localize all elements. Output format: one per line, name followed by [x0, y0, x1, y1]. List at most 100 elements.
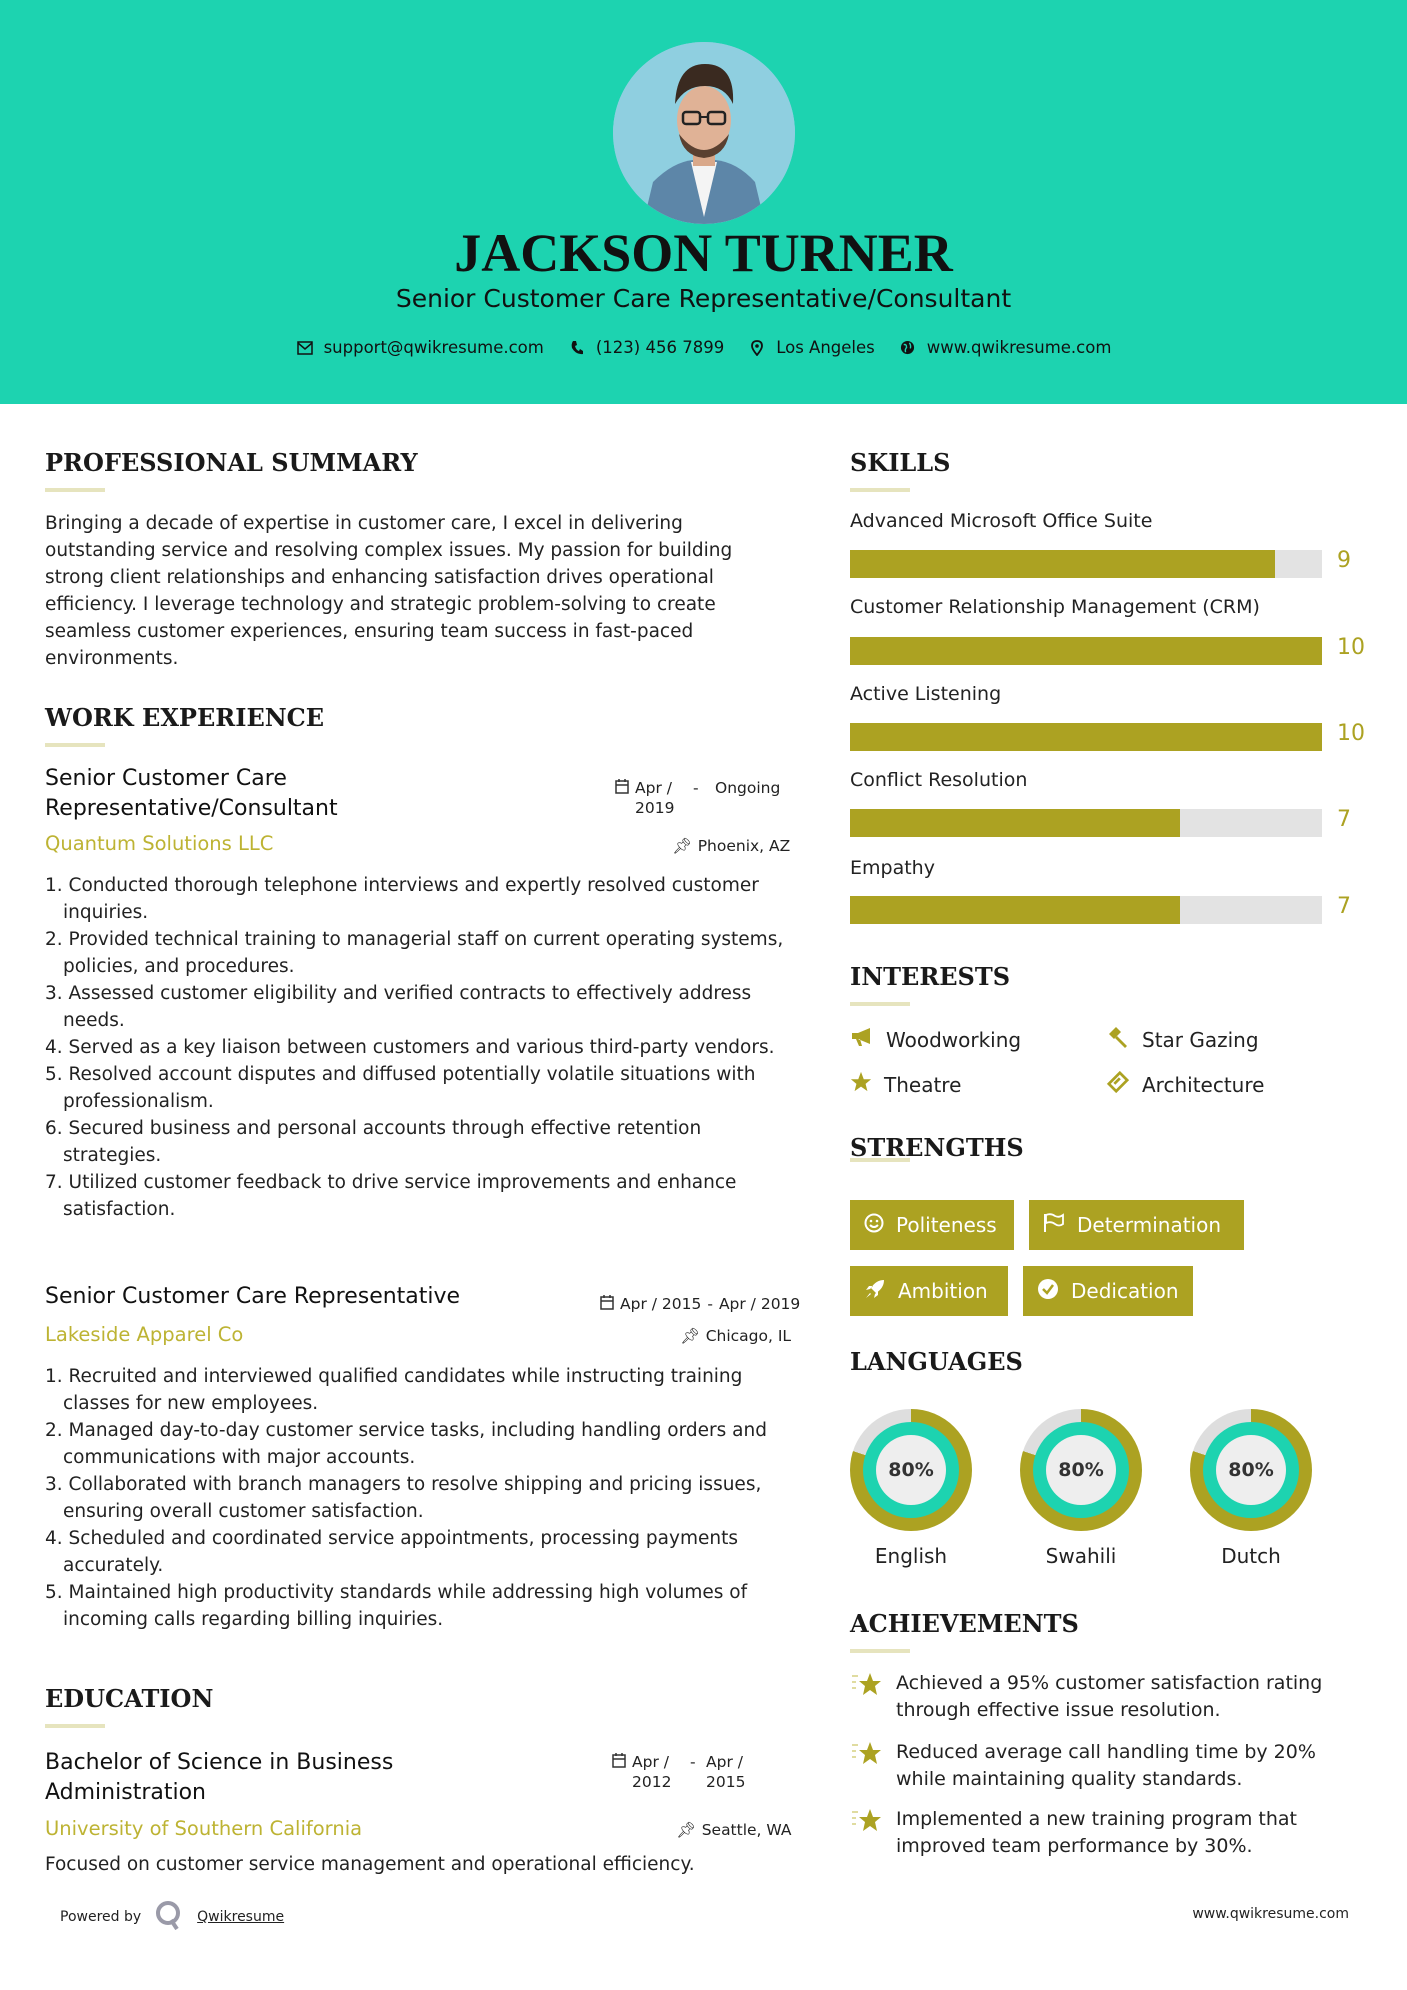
phone-icon — [568, 339, 586, 357]
strength-label: Ambition — [898, 1279, 988, 1303]
star-badge-icon — [850, 1739, 884, 1793]
skill-rating: 7 — [1337, 807, 1351, 832]
skill-bar-fill — [850, 896, 1181, 924]
skill-bar-fill — [850, 637, 1322, 665]
job-location: 📌︎ Chicago, IL — [680, 1326, 791, 1346]
ticket-icon — [1106, 1070, 1130, 1098]
pushpin-icon: 📌︎ — [672, 837, 692, 855]
skill-bar-fill — [850, 809, 1181, 837]
duty-item: 1. Conducted thorough telephone intervie… — [45, 875, 759, 923]
skill-label: Advanced Microsoft Office Suite — [850, 510, 1153, 532]
language-donut: 80% — [1020, 1409, 1142, 1531]
skill-label: Conflict Resolution — [850, 769, 1028, 791]
interest-label: Architecture — [1142, 1072, 1265, 1097]
skill-bar — [850, 550, 1322, 578]
interest-label: Theatre — [884, 1072, 962, 1097]
strength-label: Politeness — [896, 1213, 997, 1237]
calendar-icon — [600, 1294, 614, 1315]
summary-text: Bringing a decade of expertise in custom… — [45, 513, 733, 669]
candidate-name: JACKSON TURNER — [454, 223, 953, 283]
skill-rating: 9 — [1337, 548, 1351, 573]
education-location-text: Seattle, WA — [701, 1821, 792, 1839]
achievement-item: Reduced average call handling time by 20… — [850, 1739, 1370, 1793]
contact-email[interactable]: support@qwikresume.com — [323, 338, 544, 357]
job-dates: Apr / 2015- Apr / 2019 — [600, 1294, 800, 1315]
candidate-title: Senior Customer Care Representative/Cons… — [395, 284, 1012, 313]
interest-item: Woodworking — [850, 1026, 1021, 1053]
star-badge-icon — [850, 1670, 884, 1724]
achievement-text: Achieved a 95% customer satisfaction rat… — [896, 1672, 1323, 1721]
duty-item: 4. Served as a key liaison between custo… — [45, 1037, 775, 1058]
interest-item: Star Gazing — [1106, 1026, 1259, 1053]
job-start-date: Apr / 2015 — [620, 1295, 702, 1313]
job-title: Senior Customer Care Representative — [45, 1284, 461, 1309]
duty-item: 7. Utilized customer feedback to drive s… — [45, 1172, 737, 1220]
job-location-text: Phoenix, AZ — [697, 837, 791, 855]
achievement-text: Implemented a new training program that … — [896, 1808, 1297, 1857]
language-percent: 80% — [1046, 1435, 1116, 1505]
contact-phone[interactable]: (123) 456 7899 — [595, 338, 725, 357]
job-end-date: Apr / 2019 — [718, 1295, 801, 1313]
header: JACKSON TURNER Senior Customer Care Repr… — [0, 0, 1407, 404]
section-heading-education: EDUCATION — [45, 1684, 214, 1713]
profile-photo — [613, 42, 795, 224]
section-heading-interests: INTERESTS — [850, 962, 1011, 991]
skill-bar — [850, 637, 1322, 665]
duty-item: 5. Maintained high productivity standard… — [45, 1582, 748, 1630]
section-heading-languages: LANGUAGES — [850, 1347, 1023, 1376]
job-dates: Apr / 2019 - Ongoing — [615, 778, 781, 818]
footer-website[interactable]: www.qwikresume.com — [1192, 1906, 1349, 1922]
section-heading-achievements: ACHIEVEMENTS — [850, 1609, 1079, 1638]
map-pin-icon — [748, 339, 766, 357]
star-badge-icon — [850, 1806, 884, 1860]
heading-underline — [850, 488, 910, 492]
duty-item: 3. Collaborated with branch managers to … — [45, 1474, 762, 1522]
job-duties: 1. Conducted thorough telephone intervie… — [45, 872, 790, 1223]
heading-underline — [45, 1724, 105, 1728]
interest-label: Star Gazing — [1142, 1027, 1259, 1052]
education-end-date: Apr / 2015 — [706, 1753, 746, 1791]
job-location: 📌︎ Phoenix, AZ — [672, 836, 790, 856]
language-donut: 80% — [1190, 1409, 1312, 1531]
job-location-text: Chicago, IL — [705, 1327, 792, 1345]
skill-label: Empathy — [850, 857, 935, 879]
duty-item: 4. Scheduled and coordinated service app… — [45, 1528, 738, 1576]
job-start-date: Apr / 2019 — [635, 779, 675, 817]
qwikresume-logo-icon — [155, 1900, 183, 1934]
check-circle-icon — [1037, 1278, 1059, 1305]
calendar-icon — [612, 1752, 626, 1773]
duty-item: 2. Managed day-to-day customer service t… — [45, 1420, 767, 1468]
skill-bar-fill — [850, 723, 1322, 751]
heading-underline — [850, 1002, 910, 1006]
brand-link[interactable]: Qwikresume — [197, 1909, 285, 1925]
rocket-icon — [864, 1278, 886, 1305]
heading-underline — [850, 1649, 910, 1653]
strength-chip: Ambition — [850, 1266, 1008, 1316]
achievement-text: Reduced average call handling time by 20… — [896, 1741, 1316, 1790]
section-heading-skills: SKILLS — [850, 448, 951, 477]
contact-website[interactable]: www.qwikresume.com — [926, 338, 1112, 357]
job-duties: 1. Recruited and interviewed qualified c… — [45, 1363, 790, 1633]
skill-rating: 7 — [1337, 894, 1351, 919]
heading-underline — [45, 488, 105, 492]
duty-item: 5. Resolved account disputes and diffuse… — [45, 1064, 756, 1112]
skill-rating: 10 — [1337, 635, 1365, 660]
section-heading-strengths: STRENGTHS — [850, 1133, 1024, 1162]
language-label: Dutch — [1221, 1544, 1281, 1568]
calendar-icon — [615, 778, 629, 799]
strength-chip: Politeness — [850, 1200, 1014, 1250]
pushpin-icon: 📌︎ — [680, 1327, 700, 1345]
strength-label: Determination — [1077, 1213, 1222, 1237]
strength-chip: Determination — [1029, 1200, 1244, 1250]
strength-chip: Dedication — [1023, 1266, 1193, 1316]
language-percent: 80% — [1216, 1435, 1286, 1505]
heading-underline — [45, 743, 105, 747]
interest-item: Architecture — [1106, 1070, 1265, 1098]
gavel-icon — [1106, 1026, 1130, 1053]
achievement-item: Implemented a new training program that … — [850, 1806, 1370, 1860]
duty-item: 3. Assessed customer eligibility and ver… — [45, 983, 752, 1031]
language-label: Swahili — [1045, 1544, 1117, 1568]
skill-bar-fill — [850, 550, 1275, 578]
skill-rating: 10 — [1337, 721, 1365, 746]
contact-location: Los Angeles — [776, 338, 875, 357]
